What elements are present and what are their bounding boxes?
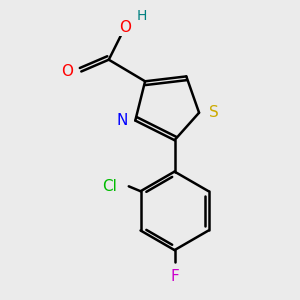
Text: H: H bbox=[136, 8, 147, 22]
Text: F: F bbox=[170, 269, 179, 284]
Text: N: N bbox=[116, 113, 128, 128]
Text: S: S bbox=[209, 105, 219, 120]
Text: O: O bbox=[119, 20, 131, 35]
Text: O: O bbox=[61, 64, 74, 79]
Text: Cl: Cl bbox=[102, 179, 117, 194]
